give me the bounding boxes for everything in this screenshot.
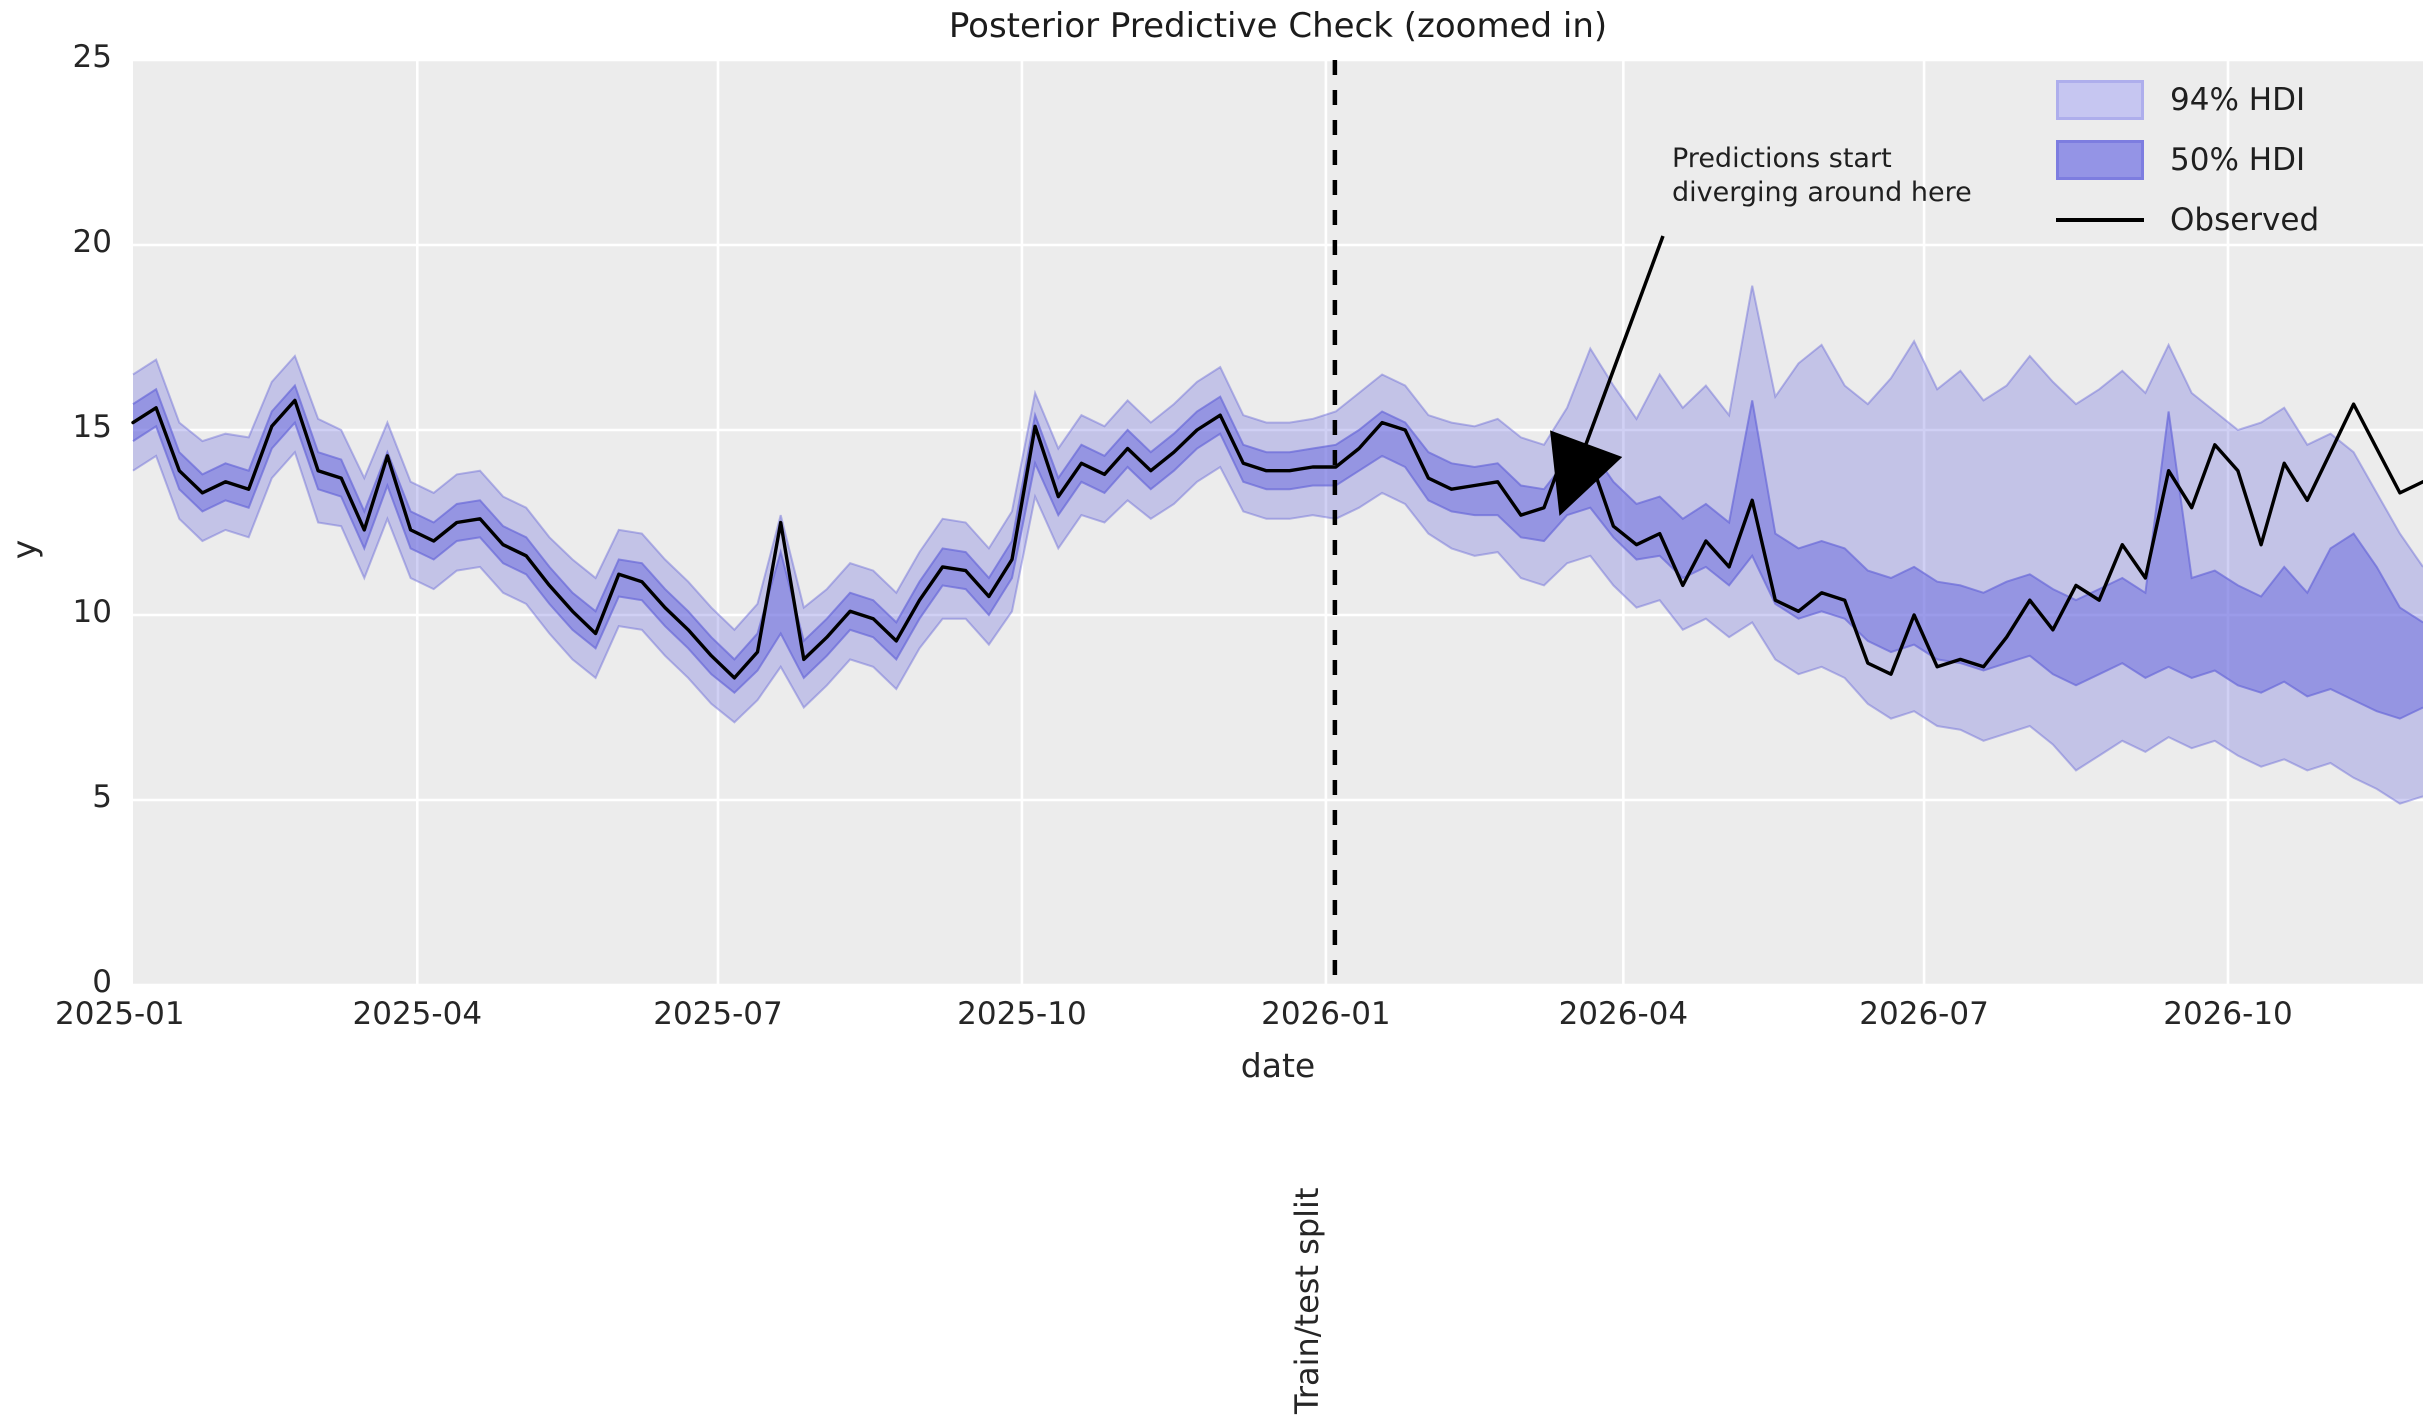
y-tick-label: 15 — [72, 409, 112, 445]
legend-item-50-hdi: 50% HDI — [2056, 130, 2319, 190]
legend-swatch-94-hdi — [2056, 80, 2144, 120]
legend-label-94-hdi: 94% HDI — [2170, 82, 2306, 118]
y-tick-label: 25 — [72, 39, 112, 75]
hdi-94-lower-edge — [132, 450, 2423, 805]
x-tick-label: 2025-04 — [352, 996, 483, 1032]
chart-title: Posterior Predictive Check (zoomed in) — [948, 6, 1608, 46]
y-tick-label: 20 — [72, 224, 112, 260]
y-tick-label: 5 — [92, 779, 112, 815]
legend-label-observed: Observed — [2170, 202, 2320, 238]
hdi-94-band — [133, 285, 2423, 804]
x-tick-label: 2026-04 — [1558, 996, 1689, 1032]
x-tick-label: 2025-01 — [55, 996, 185, 1032]
annotation-line-1: Predictions start — [1672, 143, 1892, 174]
x-tick-label: 2026-07 — [1859, 996, 1989, 1032]
y-axis-label: y — [4, 539, 44, 560]
hdi-94-upper-edge — [132, 285, 2423, 632]
annotation-arrow — [1550, 235, 1665, 516]
legend-swatch-50-hdi — [2056, 140, 2144, 180]
legend: 94% HDI 50% HDI Observed — [2056, 70, 2319, 250]
legend-label-50-hdi: 50% HDI — [2170, 142, 2306, 178]
x-tick-label: 2025-07 — [653, 996, 783, 1032]
train-test-split-label: Train/test split — [1288, 1187, 1326, 1415]
hdi-50-band — [133, 385, 2423, 719]
annotation-text: Predictions start diverging around here — [1672, 142, 1972, 210]
hdi-50-lower-edge — [132, 420, 2423, 720]
y-tick-label: 0 — [92, 964, 112, 1000]
legend-observed-line-sample — [2056, 218, 2144, 222]
observed-line — [131, 398, 2423, 680]
legend-item-observed: Observed — [2056, 190, 2319, 250]
x-axis-label: date — [1240, 1046, 1316, 1085]
x-tick-label: 2026-10 — [2163, 996, 2293, 1032]
hdi-50-upper-edge — [132, 383, 2423, 661]
plot-area — [133, 60, 2423, 985]
x-tick-label: 2026-01 — [1261, 996, 1391, 1032]
x-tick-label: 2025-10 — [957, 996, 1087, 1032]
annotation-line-2: diverging around here — [1672, 176, 1972, 208]
y-tick-label: 10 — [72, 594, 112, 630]
legend-item-94-hdi: 94% HDI — [2056, 70, 2319, 130]
